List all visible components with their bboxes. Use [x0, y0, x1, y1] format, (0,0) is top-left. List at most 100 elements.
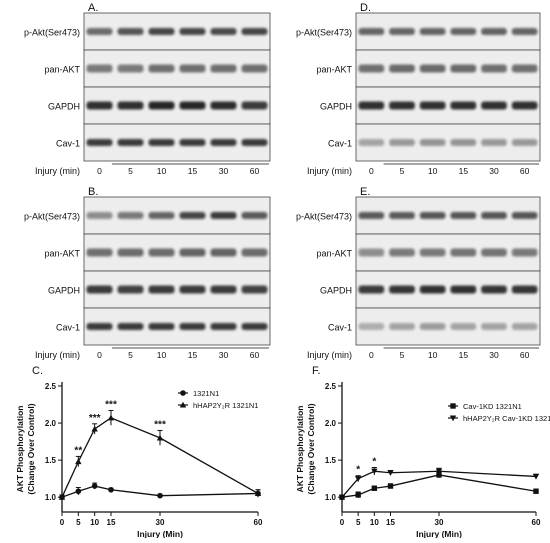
blot-band [389, 64, 415, 73]
blot-band [117, 323, 144, 330]
x-tick-label: 60 [254, 518, 263, 527]
significance-mark: *** [89, 413, 101, 424]
blot-band [358, 28, 385, 35]
timepoint-label: 60 [520, 350, 530, 360]
blot-band [389, 285, 415, 294]
data-point [338, 494, 346, 501]
y-tick-label: 2.0 [325, 419, 337, 428]
timepoint-label: 30 [489, 350, 499, 360]
blot-band [210, 139, 237, 146]
panel-letter: A. [88, 2, 98, 14]
blot-band [241, 101, 268, 110]
timepoint-label: 60 [250, 350, 260, 360]
blot-band [241, 323, 268, 330]
blot-band [148, 323, 175, 330]
blot-row-label: p-Akt(Ser473) [296, 212, 352, 222]
series-1 [338, 467, 540, 501]
panel-letter: D. [360, 2, 371, 14]
blot-row-label: GAPDH [48, 286, 80, 296]
blot-band [117, 285, 144, 294]
blot-row-box [355, 196, 541, 235]
legend-marker [180, 390, 186, 396]
data-point [354, 476, 362, 482]
x-tick-label: 30 [435, 518, 444, 527]
y-tick-label: 2.5 [45, 382, 57, 391]
legend-entry: 1321N1 [193, 389, 219, 398]
x-tick-label: 60 [532, 518, 541, 527]
timepoint-label: 5 [128, 166, 133, 176]
blot-band [86, 139, 113, 146]
timepoint-label: 10 [428, 166, 438, 176]
series-0 [339, 471, 539, 500]
x-tick-label: 30 [156, 518, 165, 527]
blot-panel-d: D. p-Akt(Ser473) pan-AKT GAPDH Cav-1 Injury (… [296, 2, 541, 176]
data-point [156, 434, 164, 441]
timepoint-label: 5 [128, 350, 133, 360]
y-axis-label-line1: AKT Phosphorylation [295, 406, 305, 493]
blot-band [117, 64, 144, 73]
timepoint-label: 0 [97, 350, 102, 360]
timepoint-label: 15 [459, 166, 469, 176]
blot-band [481, 101, 507, 110]
blot-band [241, 64, 268, 73]
blot-band [511, 285, 538, 294]
timepoint-label: 15 [188, 166, 198, 176]
blot-band [419, 28, 446, 35]
timepoint-label: 0 [97, 166, 102, 176]
blot-row-label: pan-AKT [44, 249, 80, 259]
blot-row-box [83, 233, 271, 272]
x-tick-label: 15 [107, 518, 116, 527]
injury-label: Injury (min) [307, 350, 352, 360]
blot-row-label: pan-AKT [316, 65, 352, 75]
y-tick-label: 1.0 [325, 493, 337, 502]
legend-entry: Cav-1KD 1321N1 [463, 402, 522, 411]
blot-band [241, 139, 268, 146]
timepoint-label: 0 [369, 166, 374, 176]
blot-band [511, 28, 538, 35]
blot-row-box [83, 49, 271, 88]
blot-row-label: Cav-1 [56, 323, 80, 333]
blot-row-box [355, 307, 541, 346]
blot-band [210, 64, 237, 73]
y-tick-label: 1.5 [45, 456, 57, 465]
y-tick-label: 1.5 [325, 456, 337, 465]
blot-band [450, 212, 477, 219]
blot-band [511, 248, 538, 257]
blot-row-box [355, 233, 541, 272]
blot-band [450, 323, 477, 330]
blot-band [481, 28, 507, 35]
blot-row-box [83, 307, 271, 346]
series-line [341, 474, 537, 498]
series-line [341, 470, 537, 498]
x-tick-label: 5 [356, 518, 361, 527]
data-point [157, 492, 163, 499]
x-tick-label: 5 [76, 518, 81, 527]
timepoint-label: 60 [520, 166, 530, 176]
significance-mark: * [372, 457, 376, 468]
blot-band [148, 248, 175, 257]
blot-row-label: Cav-1 [328, 323, 352, 333]
blot-band [210, 28, 237, 35]
blot-row-label: pan-AKT [44, 65, 80, 75]
data-point [387, 483, 394, 489]
blot-band [419, 139, 446, 146]
blot-band [179, 285, 206, 294]
y-axis-label: AKT Phosphorylation (Change Over Control) [295, 403, 316, 494]
series-0 [59, 482, 261, 500]
timepoint-label: 30 [489, 166, 499, 176]
blot-row-label: p-Akt(Ser473) [296, 28, 352, 38]
timepoint-label: 15 [188, 350, 198, 360]
blot-band [419, 248, 446, 257]
timepoint-label: 10 [157, 166, 167, 176]
x-tick-label: 0 [60, 518, 65, 527]
blot-band [481, 64, 507, 73]
blot-row-box [355, 123, 541, 162]
chart-letter: C. [32, 365, 43, 377]
blot-row-label: GAPDH [320, 286, 352, 296]
blot-band [179, 248, 206, 257]
blot-band [148, 101, 175, 110]
blot-band [179, 101, 206, 110]
blot-band [241, 28, 268, 35]
timepoint-label: 10 [428, 350, 438, 360]
blot-band [86, 285, 113, 294]
